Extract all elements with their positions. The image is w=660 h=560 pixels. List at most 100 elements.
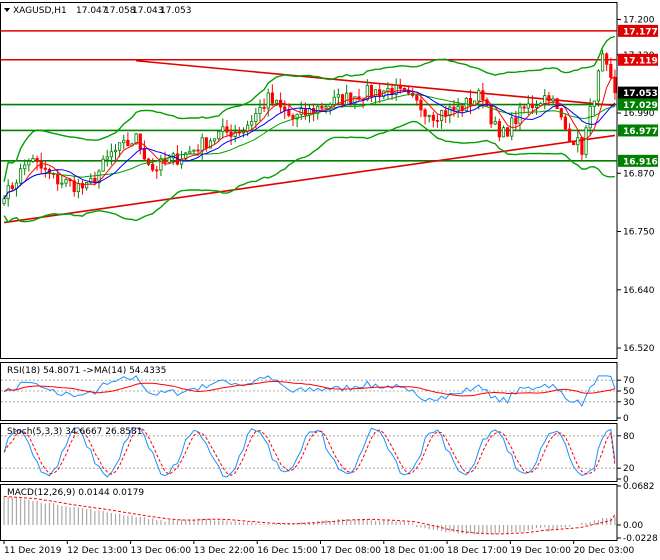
price-tick-label: 16.520 [623, 344, 655, 354]
level-label: 17.119 [623, 56, 658, 66]
candle-body [101, 158, 105, 172]
time-label: 20 Dec 03:00 [574, 546, 635, 556]
candle-body [151, 163, 155, 171]
time-label: 16 Dec 15:00 [257, 546, 318, 556]
bollinger-upper [3, 35, 616, 182]
candle-body [146, 158, 151, 165]
candle-body [299, 108, 303, 115]
candle-body [85, 182, 89, 189]
candle-body [262, 106, 266, 109]
candle-body [543, 95, 547, 104]
candle-body [563, 116, 568, 130]
candle-body [89, 177, 93, 183]
candle-body [167, 157, 171, 163]
level-label: 17.177 [623, 27, 658, 37]
time-label: 13 Dec 06:00 [131, 546, 192, 556]
candle-body [258, 106, 262, 114]
ma-slow-line [3, 90, 616, 199]
candle-body [266, 92, 270, 109]
candle-body [501, 127, 506, 138]
candle-body [126, 139, 130, 147]
candle-body [43, 167, 47, 170]
candle-body [23, 164, 27, 170]
time-label: 19 Dec 10:00 [510, 546, 571, 556]
candle-body [551, 98, 555, 102]
candle-body [419, 99, 423, 111]
macd-pane[interactable]: 0.0682 0.00 -0.0228 [0, 482, 659, 544]
collapse-triangle-icon[interactable] [4, 8, 10, 12]
trendline-0 [3, 134, 616, 224]
candle-body [287, 109, 291, 116]
trendline-1 [136, 59, 616, 107]
rsi-ma-line [3, 380, 616, 397]
candle-body [328, 104, 332, 108]
ohlc-low: 17.043 [132, 6, 164, 16]
candle-body [423, 109, 427, 117]
candle-body [431, 114, 435, 121]
candle-body [456, 105, 460, 111]
candle-body [345, 92, 349, 106]
price-tick-label: 17.200 [623, 15, 655, 25]
candle-body [192, 149, 196, 152]
candle-body [2, 198, 6, 205]
candle-body [613, 76, 617, 94]
candle-body [477, 90, 481, 102]
macd-signal-line [4, 495, 616, 535]
candle-body [200, 137, 204, 152]
time-label: 11 Dec 2019 [4, 546, 62, 556]
pane-tick-label: 70 [623, 376, 635, 386]
candle-body [506, 127, 510, 137]
candle-body [522, 106, 526, 109]
candle-body [369, 85, 374, 97]
time-label: 17 Dec 08:00 [321, 546, 382, 556]
ohlc-close: 17.053 [160, 6, 192, 16]
level-label: 16.916 [623, 157, 658, 167]
time-axis: 11 Dec 2019 12 Dec 13:00 13 Dec 06:00 13 De… [3, 540, 635, 556]
candle-body [225, 126, 229, 133]
candle-body [481, 90, 485, 101]
pane-tick-label: 80 [623, 432, 635, 442]
candle-body [452, 106, 456, 111]
level-label: 17.053 [623, 89, 658, 99]
candle-body [378, 89, 382, 97]
rsi-title: RSI(18) 54.8071 ->MA(14) 54.4335 [7, 366, 166, 376]
stochastic-pane[interactable]: 80 200 [0, 423, 635, 486]
pane-tick-label: 0 [623, 414, 629, 424]
time-label: 18 Dec 17:00 [447, 546, 508, 556]
level-label-box [618, 154, 658, 167]
candle-body [212, 138, 217, 142]
candle-body [274, 99, 279, 104]
ohlc-high: 17.058 [104, 6, 136, 16]
candle-body [547, 95, 551, 102]
time-label: 13 Dec 22:00 [194, 546, 255, 556]
candle-body [592, 100, 596, 107]
price-tick-label: 16.990 [623, 109, 655, 119]
candle-body [109, 151, 113, 158]
candle-body [31, 157, 35, 162]
candle-body [584, 127, 588, 155]
candle-body [390, 87, 394, 95]
candle-body [320, 106, 324, 109]
stoch-title: Stoch(5,3,3) 34.6667 26.8581 [7, 427, 142, 437]
level-label-box [618, 24, 658, 37]
macd-title: MACD(12,26,9) 0.0144 0.0179 [7, 488, 144, 498]
candle-body [468, 97, 473, 106]
candle-body [113, 149, 118, 153]
candle-body [567, 128, 572, 142]
price-tick-label: 16.870 [623, 169, 655, 179]
candle-body [196, 149, 200, 152]
pane-tick-label: 0.00 [623, 521, 643, 531]
ohlc-open: 17.047 [76, 6, 108, 16]
pane-tick-label: 50 [623, 387, 635, 397]
candle-body [27, 160, 31, 166]
candle-body [72, 180, 76, 193]
price-pane[interactable]: 17.20017.12016.99016.87016.75016.64016.5… [0, 2, 659, 359]
candle-body [76, 183, 80, 193]
chart-symbol: XAGUSD,H1 [13, 6, 67, 16]
candle-body [336, 94, 340, 98]
candle-body [580, 137, 584, 155]
candle-body [427, 114, 431, 117]
candle-body [118, 142, 122, 151]
